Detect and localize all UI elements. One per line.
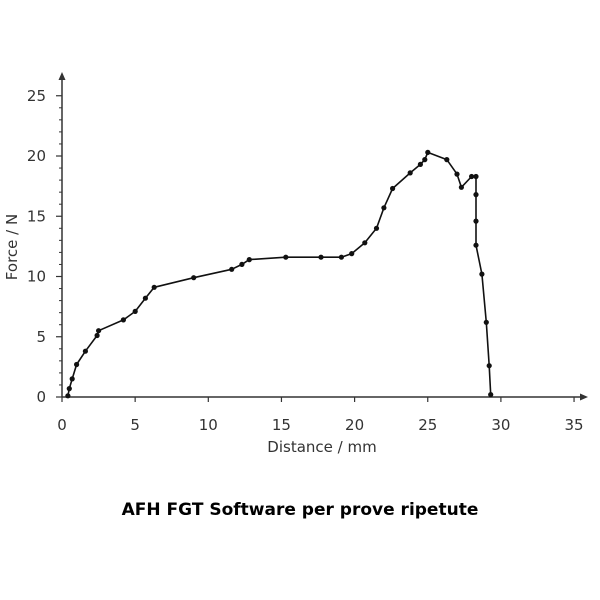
major-ticks <box>56 95 575 402</box>
x-tick-label: 5 <box>130 416 140 434</box>
data-point <box>66 386 72 392</box>
x-axis <box>62 393 588 401</box>
x-tick-label: 15 <box>272 416 291 434</box>
data-point <box>120 317 126 323</box>
data-point <box>69 376 75 382</box>
y-tick-label: 25 <box>27 87 46 105</box>
x-axis-arrow <box>580 393 588 401</box>
data-point <box>96 328 102 334</box>
data-point <box>473 192 479 198</box>
data-point <box>362 240 368 246</box>
caption: AFH FGT Software per prove ripetute <box>121 500 479 520</box>
data-point <box>94 332 100 339</box>
y-tick-label: 0 <box>36 388 46 406</box>
data-point <box>151 284 157 290</box>
y-tick-label: 20 <box>27 147 46 165</box>
y-tick-label: 10 <box>27 268 46 286</box>
data-point <box>381 205 387 211</box>
data-point <box>458 184 464 190</box>
y-axis-arrow <box>58 72 66 80</box>
data-points <box>65 149 494 399</box>
y-tick-label: 15 <box>27 207 46 225</box>
data-point <box>239 261 245 267</box>
x-tick-label: 35 <box>565 416 584 434</box>
data-point <box>486 363 492 369</box>
data-point <box>338 254 344 260</box>
x-tick-label: 25 <box>418 416 437 434</box>
x-tick-label: 10 <box>199 416 218 434</box>
data-point <box>65 393 71 399</box>
data-point <box>479 271 485 277</box>
x-tick-label: 20 <box>345 416 364 434</box>
data-point <box>246 257 252 263</box>
minor-ticks <box>59 107 62 386</box>
data-point <box>469 173 475 180</box>
y-tick-label: 5 <box>36 328 46 346</box>
data-point <box>283 254 289 260</box>
data-point <box>390 185 396 192</box>
data-point <box>191 275 197 281</box>
data-point <box>82 348 88 354</box>
y-axis-label: Force / N <box>3 214 21 280</box>
data-point <box>473 242 479 248</box>
data-point <box>444 157 450 163</box>
data-point <box>142 295 148 301</box>
data-point <box>407 170 413 176</box>
x-axis-label: Distance / mm <box>267 438 376 456</box>
data-point <box>132 308 138 314</box>
data-point <box>473 218 479 224</box>
data-point <box>454 171 460 177</box>
data-point <box>318 254 324 260</box>
data-point <box>425 149 431 155</box>
data-point <box>473 173 479 180</box>
tick-labels: 0 5 10 15 20 25 30 35 0 5 10 15 20 25 <box>27 87 584 434</box>
data-point <box>349 251 355 257</box>
data-point <box>229 266 235 272</box>
data-point <box>422 157 428 163</box>
y-axis <box>58 72 66 397</box>
data-point <box>483 319 489 325</box>
series-line <box>67 151 492 396</box>
data-point <box>417 161 423 167</box>
x-tick-label: 0 <box>57 416 67 434</box>
x-tick-label: 30 <box>491 416 510 434</box>
data-point <box>488 392 494 398</box>
data-point <box>74 361 80 368</box>
data-point <box>373 225 380 231</box>
